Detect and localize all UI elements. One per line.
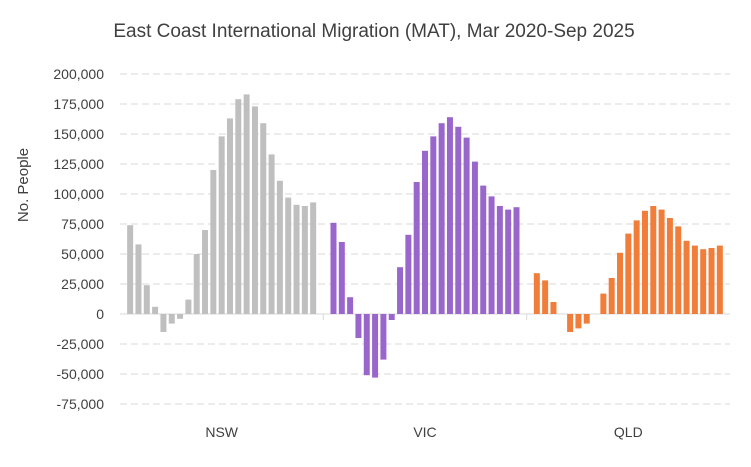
bar-qld [533, 273, 540, 314]
y-tick-label: 75,000 [61, 216, 104, 232]
bar-nsw [276, 180, 283, 314]
bar-vic [488, 196, 495, 314]
bar-nsw [143, 285, 150, 314]
y-axis-label: No. People [15, 148, 32, 222]
bar-nsw [226, 118, 233, 315]
bar-nsw [285, 197, 292, 314]
bars [127, 94, 723, 378]
bar-nsw [135, 244, 142, 314]
bar-nsw [268, 154, 275, 314]
chart-title: East Coast International Migration (MAT)… [113, 21, 634, 42]
bar-qld [542, 280, 549, 314]
bar-qld [617, 252, 624, 314]
bar-qld [575, 314, 582, 329]
bar-qld [691, 245, 698, 314]
bar-nsw [160, 314, 167, 332]
bar-nsw [193, 254, 200, 314]
bar-vic [372, 314, 379, 378]
y-tick-label: 100,000 [53, 186, 104, 202]
bar-nsw [202, 230, 209, 314]
bar-nsw [260, 123, 267, 314]
bar-qld [658, 209, 665, 314]
bar-nsw [243, 94, 250, 315]
bar-qld [700, 249, 707, 314]
bar-qld [641, 210, 648, 314]
bar-qld [708, 248, 715, 314]
bar-qld [716, 245, 723, 314]
category-label-nsw: NSW [205, 424, 238, 440]
bar-vic [480, 185, 487, 314]
y-tick-label: 50,000 [61, 246, 104, 262]
bar-nsw [251, 106, 258, 315]
bar-nsw [210, 170, 217, 314]
y-tick-label: -75,000 [57, 396, 105, 412]
bar-vic [463, 137, 470, 314]
bar-vic [413, 182, 420, 314]
bar-vic [363, 314, 370, 376]
bar-vic [446, 117, 453, 314]
bar-vic [388, 314, 395, 320]
y-tick-label: 150,000 [53, 126, 104, 142]
bar-vic [505, 209, 512, 314]
bar-vic [397, 267, 404, 314]
bar-vic [471, 161, 478, 314]
bar-qld [675, 226, 682, 314]
bar-vic [430, 136, 437, 314]
bar-vic [496, 206, 503, 314]
y-tick-label: -50,000 [57, 366, 105, 382]
bar-qld [583, 314, 590, 324]
bar-vic [513, 207, 520, 314]
y-tick-label: -25,000 [57, 336, 105, 352]
bar-vic [380, 314, 387, 360]
y-tick-label: 125,000 [53, 156, 104, 172]
bar-nsw [218, 136, 225, 314]
bar-qld [567, 314, 574, 332]
bar-qld [625, 233, 632, 314]
bar-qld [650, 206, 657, 314]
y-tick-label: 0 [96, 306, 104, 322]
bar-qld [683, 240, 690, 314]
y-axis-ticks: 200,000 175,000 150,000 125,000 100,000 75,00… [53, 66, 104, 412]
bar-qld [666, 218, 673, 314]
bar-vic [338, 242, 345, 314]
bar-vic [438, 123, 445, 314]
x-axis-categories: NSW VIC QLD [205, 424, 642, 440]
bar-qld [550, 302, 557, 314]
bar-nsw [152, 306, 159, 314]
bar-nsw [293, 204, 300, 314]
category-label-vic: VIC [413, 424, 436, 440]
bar-qld [608, 278, 615, 314]
category-label-qld: QLD [614, 424, 643, 440]
bar-vic [330, 222, 337, 314]
bar-vic [347, 297, 354, 314]
bar-nsw [168, 314, 175, 324]
y-tick-label: 25,000 [61, 276, 104, 292]
bar-vic [455, 126, 462, 314]
bar-vic [422, 150, 428, 314]
bar-nsw [310, 202, 317, 314]
bar-nsw [235, 99, 242, 314]
bar-vic [355, 314, 362, 338]
bar-qld [633, 220, 640, 314]
y-tick-label: 200,000 [53, 66, 104, 82]
y-tick-label: 175,000 [53, 96, 104, 112]
bar-vic [405, 234, 412, 314]
bar-nsw [185, 299, 192, 314]
bar-nsw [127, 225, 134, 314]
bar-nsw [177, 314, 184, 319]
bar-nsw [301, 206, 308, 314]
bar-qld [600, 293, 607, 314]
